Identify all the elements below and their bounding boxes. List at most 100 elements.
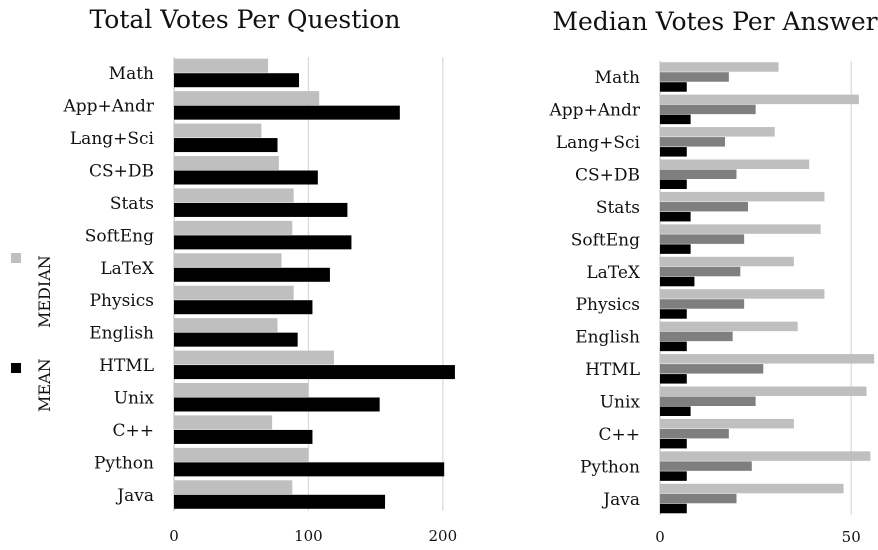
bar-lang-sci-series-1: [660, 127, 775, 137]
chart-title-median-votes: Median Votes Per Answer: [552, 7, 877, 36]
category-label-stats: Stats: [110, 194, 154, 214]
bar-python-series-2: [660, 461, 752, 471]
bar-python-series-2: [174, 462, 445, 477]
category-label-math: Math: [109, 64, 154, 84]
bar-physics-series-2: [174, 300, 313, 315]
bar-cs-db-series-2: [174, 170, 318, 185]
bar-english-series-1: [660, 321, 798, 332]
bar-math-series-1: [174, 58, 269, 73]
category-label-app-andr: App+Andr: [548, 101, 640, 121]
category-label-html: HTML: [99, 356, 154, 376]
bar-cs-db-series-2: [660, 169, 737, 179]
bar-unix-series-1: [660, 386, 867, 396]
bar-cs-db-series-1: [660, 159, 810, 169]
bar-stats-series-2: [660, 201, 748, 212]
bar-python-series-3: [660, 471, 687, 481]
bar-java-series-1: [174, 480, 293, 495]
bar-lang-sci-series-1: [174, 123, 262, 138]
category-label-python: Python: [94, 453, 154, 473]
legend-label-mean: MEAN: [35, 358, 54, 412]
bar-math-series-1: [660, 62, 779, 72]
category-label-math: Math: [595, 68, 640, 88]
bar-cs-db-series-3: [660, 179, 687, 189]
bar-stats-series-1: [660, 191, 825, 202]
bar-english-series-2: [174, 332, 298, 347]
legend-label-median: MEDIAN: [35, 255, 54, 328]
bar-app-andr-series-2: [174, 105, 400, 120]
bar-java-series-3: [660, 503, 687, 514]
x-tick-label: 50: [842, 528, 861, 546]
bar-c-series-2: [174, 429, 313, 444]
bar-unix-series-3: [660, 406, 691, 416]
bar-physics-series-3: [660, 309, 687, 319]
bar-latex-series-2: [174, 267, 330, 282]
bar-softeng-series-1: [660, 224, 821, 234]
category-label-unix: Unix: [600, 393, 641, 413]
bar-stats-series-3: [660, 211, 691, 222]
bar-stats-series-2: [174, 202, 348, 217]
category-label-softeng: SoftEng: [571, 230, 640, 250]
bar-c-series-2: [660, 428, 729, 439]
bar-math-series-2: [660, 72, 729, 82]
bar-physics-series-1: [660, 289, 825, 299]
bar-math-series-2: [174, 73, 300, 88]
category-label-english: English: [89, 324, 154, 344]
bar-app-andr-series-1: [174, 91, 320, 106]
bar-english-series-1: [174, 318, 278, 333]
category-label-english: English: [575, 328, 640, 348]
bar-lang-sci-series-2: [174, 138, 278, 153]
bar-python-series-1: [174, 447, 309, 462]
bar-softeng-series-2: [660, 234, 745, 244]
bar-latex-series-1: [660, 256, 794, 267]
category-label-python: Python: [580, 457, 640, 477]
bar-latex-series-1: [174, 253, 282, 268]
bar-unix-series-2: [660, 396, 756, 406]
total-votes-chart: 0 100 200 Math App+Andr Lang+Sci CS+DB Stats Sof…: [62, 57, 457, 545]
bar-stats-series-1: [174, 188, 294, 203]
category-label-physics: Physics: [576, 295, 640, 315]
bar-python-series-1: [660, 451, 871, 461]
category-label-java: Java: [115, 486, 154, 506]
bar-html-series-3: [660, 374, 687, 384]
bar-english-series-3: [660, 341, 687, 352]
legend-swatch-mean: [11, 363, 21, 373]
bar-c-series-1: [660, 418, 794, 429]
category-label-latex: LaTeX: [586, 263, 641, 283]
bar-html-series-1: [660, 354, 875, 364]
bar-physics-series-2: [660, 299, 745, 309]
x-tick-label: 0: [655, 528, 665, 546]
bar-cs-db-series-1: [174, 156, 279, 170]
bar-math-series-3: [660, 82, 687, 92]
category-label-softeng: SoftEng: [85, 226, 154, 246]
category-label-lang-sci: Lang+Sci: [556, 133, 641, 153]
bar-app-andr-series-3: [660, 114, 691, 125]
bar-softeng-series-2: [174, 235, 352, 250]
bar-softeng-series-3: [660, 244, 691, 254]
bar-html-series-2: [660, 364, 764, 374]
x-tick-label: 0: [169, 527, 179, 545]
bar-latex-series-3: [660, 276, 695, 287]
category-label-stats: Stats: [596, 198, 640, 218]
bar-java-series-2: [660, 493, 737, 504]
bar-physics-series-1: [174, 285, 294, 300]
median-votes-chart: 0 50 Math App+Andr Lang+Sci CS+DB Stats SoftEng…: [548, 61, 875, 546]
category-label-cs-db: CS+DB: [575, 166, 640, 186]
category-label-physics: Physics: [90, 291, 154, 311]
bar-lang-sci-series-3: [660, 147, 687, 157]
bar-app-andr-series-2: [660, 104, 756, 115]
bar-html-series-1: [174, 350, 334, 365]
bar-java-series-1: [660, 483, 844, 494]
x-tick-label: 100: [294, 527, 323, 545]
category-label-cs-db: CS+DB: [89, 162, 154, 182]
category-label-app-andr: App+Andr: [62, 97, 154, 117]
bar-c-series-3: [660, 438, 687, 449]
bar-c-series-1: [174, 415, 273, 430]
bar-unix-series-1: [174, 383, 309, 397]
category-label-c: C++: [113, 421, 155, 441]
bar-java-series-2: [174, 494, 386, 509]
category-label-java: Java: [601, 490, 640, 510]
bar-lang-sci-series-2: [660, 137, 726, 147]
category-label-unix: Unix: [114, 389, 155, 409]
category-label-html: HTML: [585, 360, 640, 380]
